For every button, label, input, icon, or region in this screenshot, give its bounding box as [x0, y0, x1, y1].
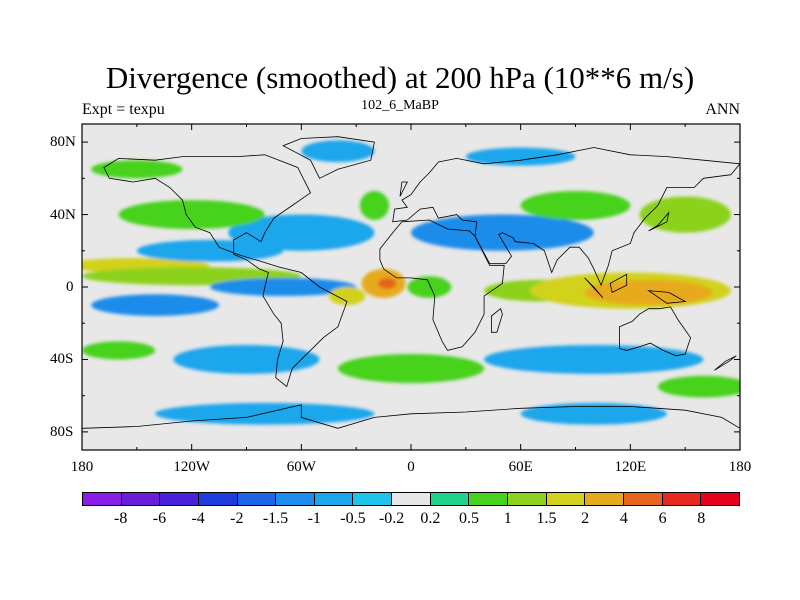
coastline-4: [82, 404, 740, 450]
coastline-2: [392, 147, 740, 287]
colorbar-label: 0.2: [420, 510, 441, 527]
colorbar-label: -0.5: [340, 510, 366, 527]
y-tick-label: 80N: [50, 134, 76, 151]
coastline-8: [584, 277, 604, 299]
field-contour-12: [228, 214, 375, 251]
field-contour-5: [378, 277, 397, 289]
x-tick-label: 60E: [508, 459, 533, 475]
field-contour-6: [328, 287, 366, 306]
coastline-6: [490, 308, 503, 333]
colorbar-swatch-7: [353, 492, 393, 506]
x-tick-label: 180: [728, 459, 752, 475]
coastline-11: [399, 181, 408, 197]
colorbar-label: 1: [503, 510, 512, 527]
y-tick-label: 0: [66, 279, 74, 295]
field-contour-14: [639, 196, 731, 233]
coastline-5: [282, 136, 375, 179]
colorbar-swatch-4: [237, 492, 277, 506]
coastline-7: [647, 290, 687, 304]
field-contour-19: [173, 344, 320, 374]
field-contour-25: [301, 140, 375, 163]
colorbar-label: 2: [581, 510, 590, 527]
field-contour-7: [407, 276, 452, 298]
coastline-1: [379, 219, 505, 351]
colorbar-label: -4: [191, 510, 205, 527]
colorbar-swatch-14: [623, 492, 663, 506]
colorbar-label: 4: [619, 510, 628, 527]
colorbar: [82, 492, 740, 506]
colorbar-label: -1: [307, 510, 321, 527]
field-contour-10: [584, 279, 713, 306]
x-tick-label: 120W: [173, 459, 210, 475]
field-contour-16: [520, 191, 631, 220]
colorbar-label: 1.5: [536, 510, 557, 527]
colorbar-swatch-16: [701, 492, 740, 506]
colorbar-swatch-0: [82, 492, 122, 506]
colorbar-swatch-9: [430, 492, 470, 506]
colorbar-swatch-1: [121, 492, 161, 506]
colorbar-swatch-2: [160, 492, 199, 506]
colorbar-label: -0.2: [378, 510, 405, 527]
field-contour-2: [91, 294, 220, 316]
colorbar-label: 6: [658, 510, 667, 527]
colorbar-label: -8: [114, 510, 128, 527]
y-tick-label: 40N: [50, 206, 76, 223]
colorbar-swatch-5: [276, 492, 315, 506]
coastline-0: [103, 154, 348, 388]
colorbar-label: -6: [152, 510, 167, 527]
coastline-9: [609, 273, 628, 293]
colorbar-swatch-15: [662, 492, 702, 506]
colorbar-swatch-8: [392, 492, 431, 506]
x-tick-label: 0: [407, 459, 415, 475]
coastline-10: [648, 211, 670, 232]
field-contour-13: [118, 200, 265, 230]
field-contour-27: [136, 239, 284, 262]
colorbar-swatch-10: [469, 492, 509, 506]
colorbar-label: -2: [230, 510, 244, 527]
x-tick-label: 60W: [286, 459, 316, 475]
colorbar-swatch-11: [508, 492, 547, 506]
subtitle-left: Expt = texpu: [82, 101, 165, 118]
subtitle-center: 102_6_MaBP: [361, 98, 439, 113]
chart-title: Divergence (smoothed) at 200 hPa (10**6 …: [105, 60, 695, 95]
colorbar-swatch-3: [198, 492, 238, 506]
colorbar-swatch-12: [546, 492, 586, 506]
field-contour-17: [91, 160, 183, 179]
coastline-12: [714, 355, 737, 371]
field-contour-15: [359, 191, 390, 220]
field-contour-23: [155, 402, 375, 425]
colorbar-label: 0.5: [459, 510, 480, 527]
field-contour-21: [484, 344, 704, 374]
x-tick-label: 120E: [614, 459, 647, 475]
colorbar-label: 8: [697, 510, 706, 527]
colorbar-swatch-6: [314, 492, 354, 506]
coastline-3: [619, 306, 692, 357]
field-contour-20: [337, 354, 485, 383]
field-contour-18: [82, 341, 156, 360]
field-contour-24: [520, 402, 667, 425]
field-contour-26: [465, 147, 576, 166]
colorbar-swatch-13: [585, 492, 624, 506]
y-tick-label: 80S: [50, 423, 74, 440]
colorbar-label: -1.5: [262, 510, 289, 527]
field-contour-3: [209, 277, 357, 297]
field-contour-22: [657, 375, 740, 398]
y-tick-label: 40S: [50, 351, 74, 368]
subtitle-right: ANN: [705, 101, 740, 118]
x-tick-label: 180: [70, 459, 94, 475]
